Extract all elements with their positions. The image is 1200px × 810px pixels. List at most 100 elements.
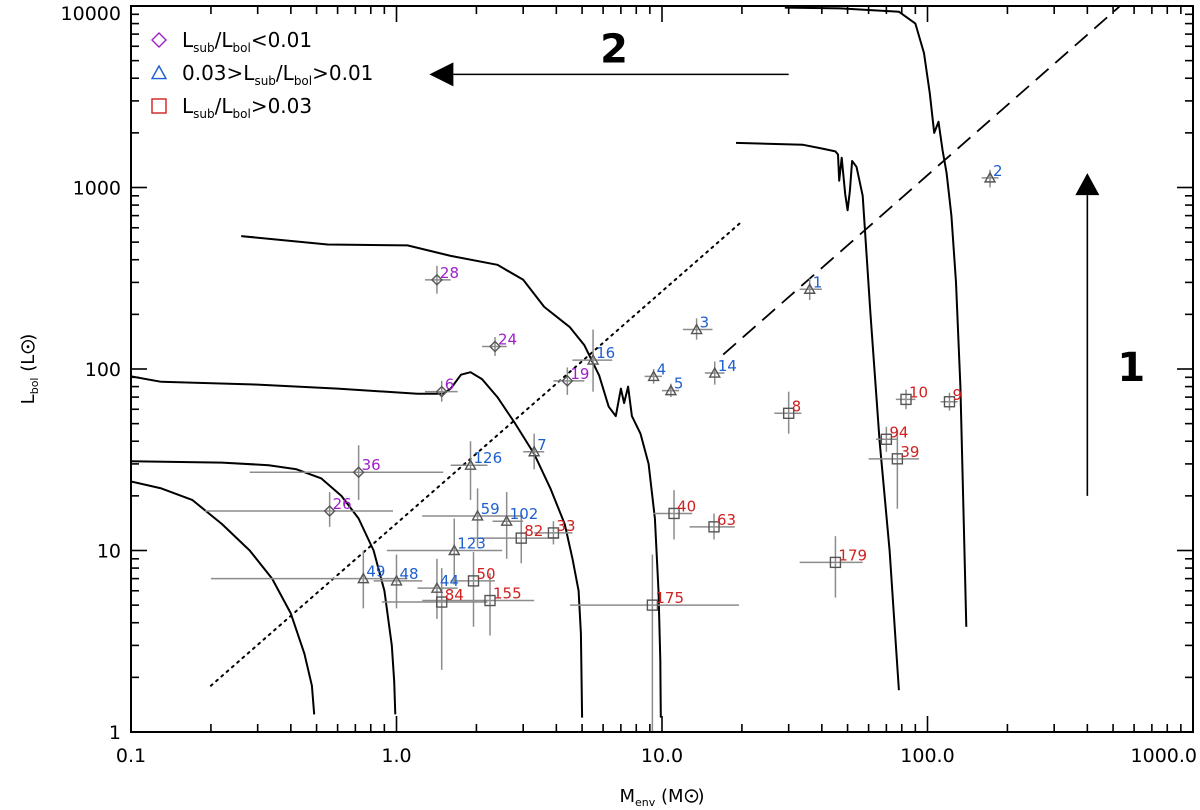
track-1 (131, 460, 397, 715)
marker-square-9 (943, 396, 956, 408)
x-tick-label: 1000.0 (1131, 745, 1197, 767)
point-label-50: 50 (477, 565, 496, 583)
legend-part: /L (276, 61, 295, 85)
marker-square-33 (547, 527, 560, 539)
marker-square-39 (891, 453, 904, 465)
sun-symbol-dot-icon (690, 794, 693, 798)
point-label-155: 155 (493, 585, 522, 603)
point-label-5: 5 (674, 375, 684, 393)
marker-diamond-26 (323, 505, 336, 518)
arrow-1-label: 1 (1117, 345, 1145, 391)
point-label-14: 14 (718, 357, 737, 375)
track-50 (735, 141, 900, 691)
y-axis-label-main: L (18, 394, 39, 404)
legend-entry-1: 0.03>Lsub/Lbol>0.01 (182, 61, 373, 88)
point-label-94: 94 (889, 423, 908, 441)
errorbars-layer (205, 169, 999, 732)
point-label-3: 3 (700, 314, 710, 332)
marker-square-179 (829, 556, 842, 569)
point-label-40: 40 (677, 497, 696, 515)
y-tick-label: 10000 (61, 3, 121, 25)
y-tick-label: 10 (97, 541, 121, 563)
point-label-49: 49 (366, 563, 385, 581)
annotations-layer: 12 (429, 26, 1145, 496)
marker-triangle-48 (390, 574, 403, 586)
marker-diamond-28 (430, 273, 443, 286)
legend-part: /L (215, 28, 234, 52)
marker-triangle-7 (527, 445, 541, 457)
legend-entry-2: Lsub/Lbol>0.03 (182, 94, 312, 121)
legend-part: /L (215, 94, 234, 118)
point-label-26: 26 (333, 495, 352, 513)
legend-part: >0.03 (251, 94, 312, 118)
x-axis-label: Menv (M) (619, 786, 704, 809)
legend-marker-diamond (151, 32, 167, 48)
legend-part: L (182, 94, 194, 118)
point-label-19: 19 (570, 365, 589, 383)
marker-square-175 (646, 599, 659, 611)
point-label-7: 7 (537, 436, 547, 454)
y-tick-label: 1 (109, 722, 121, 744)
point-label-4: 4 (657, 360, 667, 378)
curves-layer (131, 6, 1122, 718)
legend-part: sub (254, 74, 275, 88)
marker-triangle-59 (471, 509, 484, 521)
point-label-2: 2 (993, 162, 1003, 180)
point-label-1: 1 (813, 273, 823, 291)
marker-square-40 (668, 507, 680, 520)
marker-triangle-126 (464, 458, 477, 470)
markers-layer (323, 171, 997, 611)
x-axis-label-rest: (M (655, 786, 683, 807)
point-label-33: 33 (556, 517, 575, 535)
dotted-line (209, 220, 743, 687)
point-label-44: 44 (440, 572, 459, 590)
y-axis-label-text: Lbol (L) (18, 334, 41, 405)
point-label-10: 10 (909, 383, 928, 401)
legend-part: >0.01 (312, 61, 373, 85)
point-label-6: 6 (445, 376, 455, 394)
point-label-8: 8 (792, 397, 802, 415)
dashed-line (722, 6, 1122, 356)
marker-square-50 (467, 575, 480, 587)
point-label-63: 63 (717, 511, 736, 529)
point-label-24: 24 (498, 331, 517, 349)
arrow-2-label: 2 (600, 26, 628, 72)
legend-part: sub (193, 41, 214, 55)
x-axis-label-main: M (619, 786, 635, 807)
legend-marker-triangle (150, 64, 168, 80)
x-axis-label-text: Menv (M) (619, 786, 704, 809)
marker-triangle-44 (430, 581, 444, 593)
track-0.5 (131, 480, 316, 715)
marker-triangle-1 (803, 282, 816, 294)
legend-part: L (182, 28, 194, 52)
marker-diamond-19 (561, 374, 574, 387)
point-label-84: 84 (445, 586, 464, 604)
marker-diamond-24 (489, 340, 502, 353)
marker-square-94 (880, 433, 893, 445)
legend-part: <0.01 (251, 28, 312, 52)
point-label-82: 82 (524, 522, 543, 540)
marker-triangle-4 (647, 369, 660, 382)
marker-square-82 (515, 532, 527, 544)
point-label-126: 126 (474, 449, 503, 467)
marker-square-63 (708, 521, 720, 533)
x-axis-label-sub: env (635, 796, 656, 809)
track-100 (784, 6, 968, 627)
point-label-102: 102 (510, 505, 539, 523)
marker-square-10 (900, 393, 912, 406)
point-label-175: 175 (655, 589, 684, 607)
point-label-59: 59 (481, 500, 500, 518)
point-label-36: 36 (362, 456, 381, 474)
legend-part: bol (233, 107, 251, 121)
marker-triangle-14 (708, 366, 721, 378)
y-axis-label-rest: (L (18, 355, 39, 378)
marker-diamond-6 (435, 385, 448, 398)
marker-triangle-102 (500, 514, 513, 526)
marker-triangle-123 (448, 544, 461, 556)
point-labels-layer: 28 24 6 19 36 26 2 1 3 16 45 14 7 126 59 102 123 49 48 44 10… (333, 162, 1003, 607)
point-label-48: 48 (400, 565, 419, 583)
legend: Lsub/Lbol<0.010.03>Lsub/Lbol>0.01Lsub/Lb… (150, 28, 373, 121)
marker-diamond-36 (352, 466, 365, 479)
marker-square-8 (782, 407, 795, 420)
arrow-1-head (1075, 173, 1100, 196)
